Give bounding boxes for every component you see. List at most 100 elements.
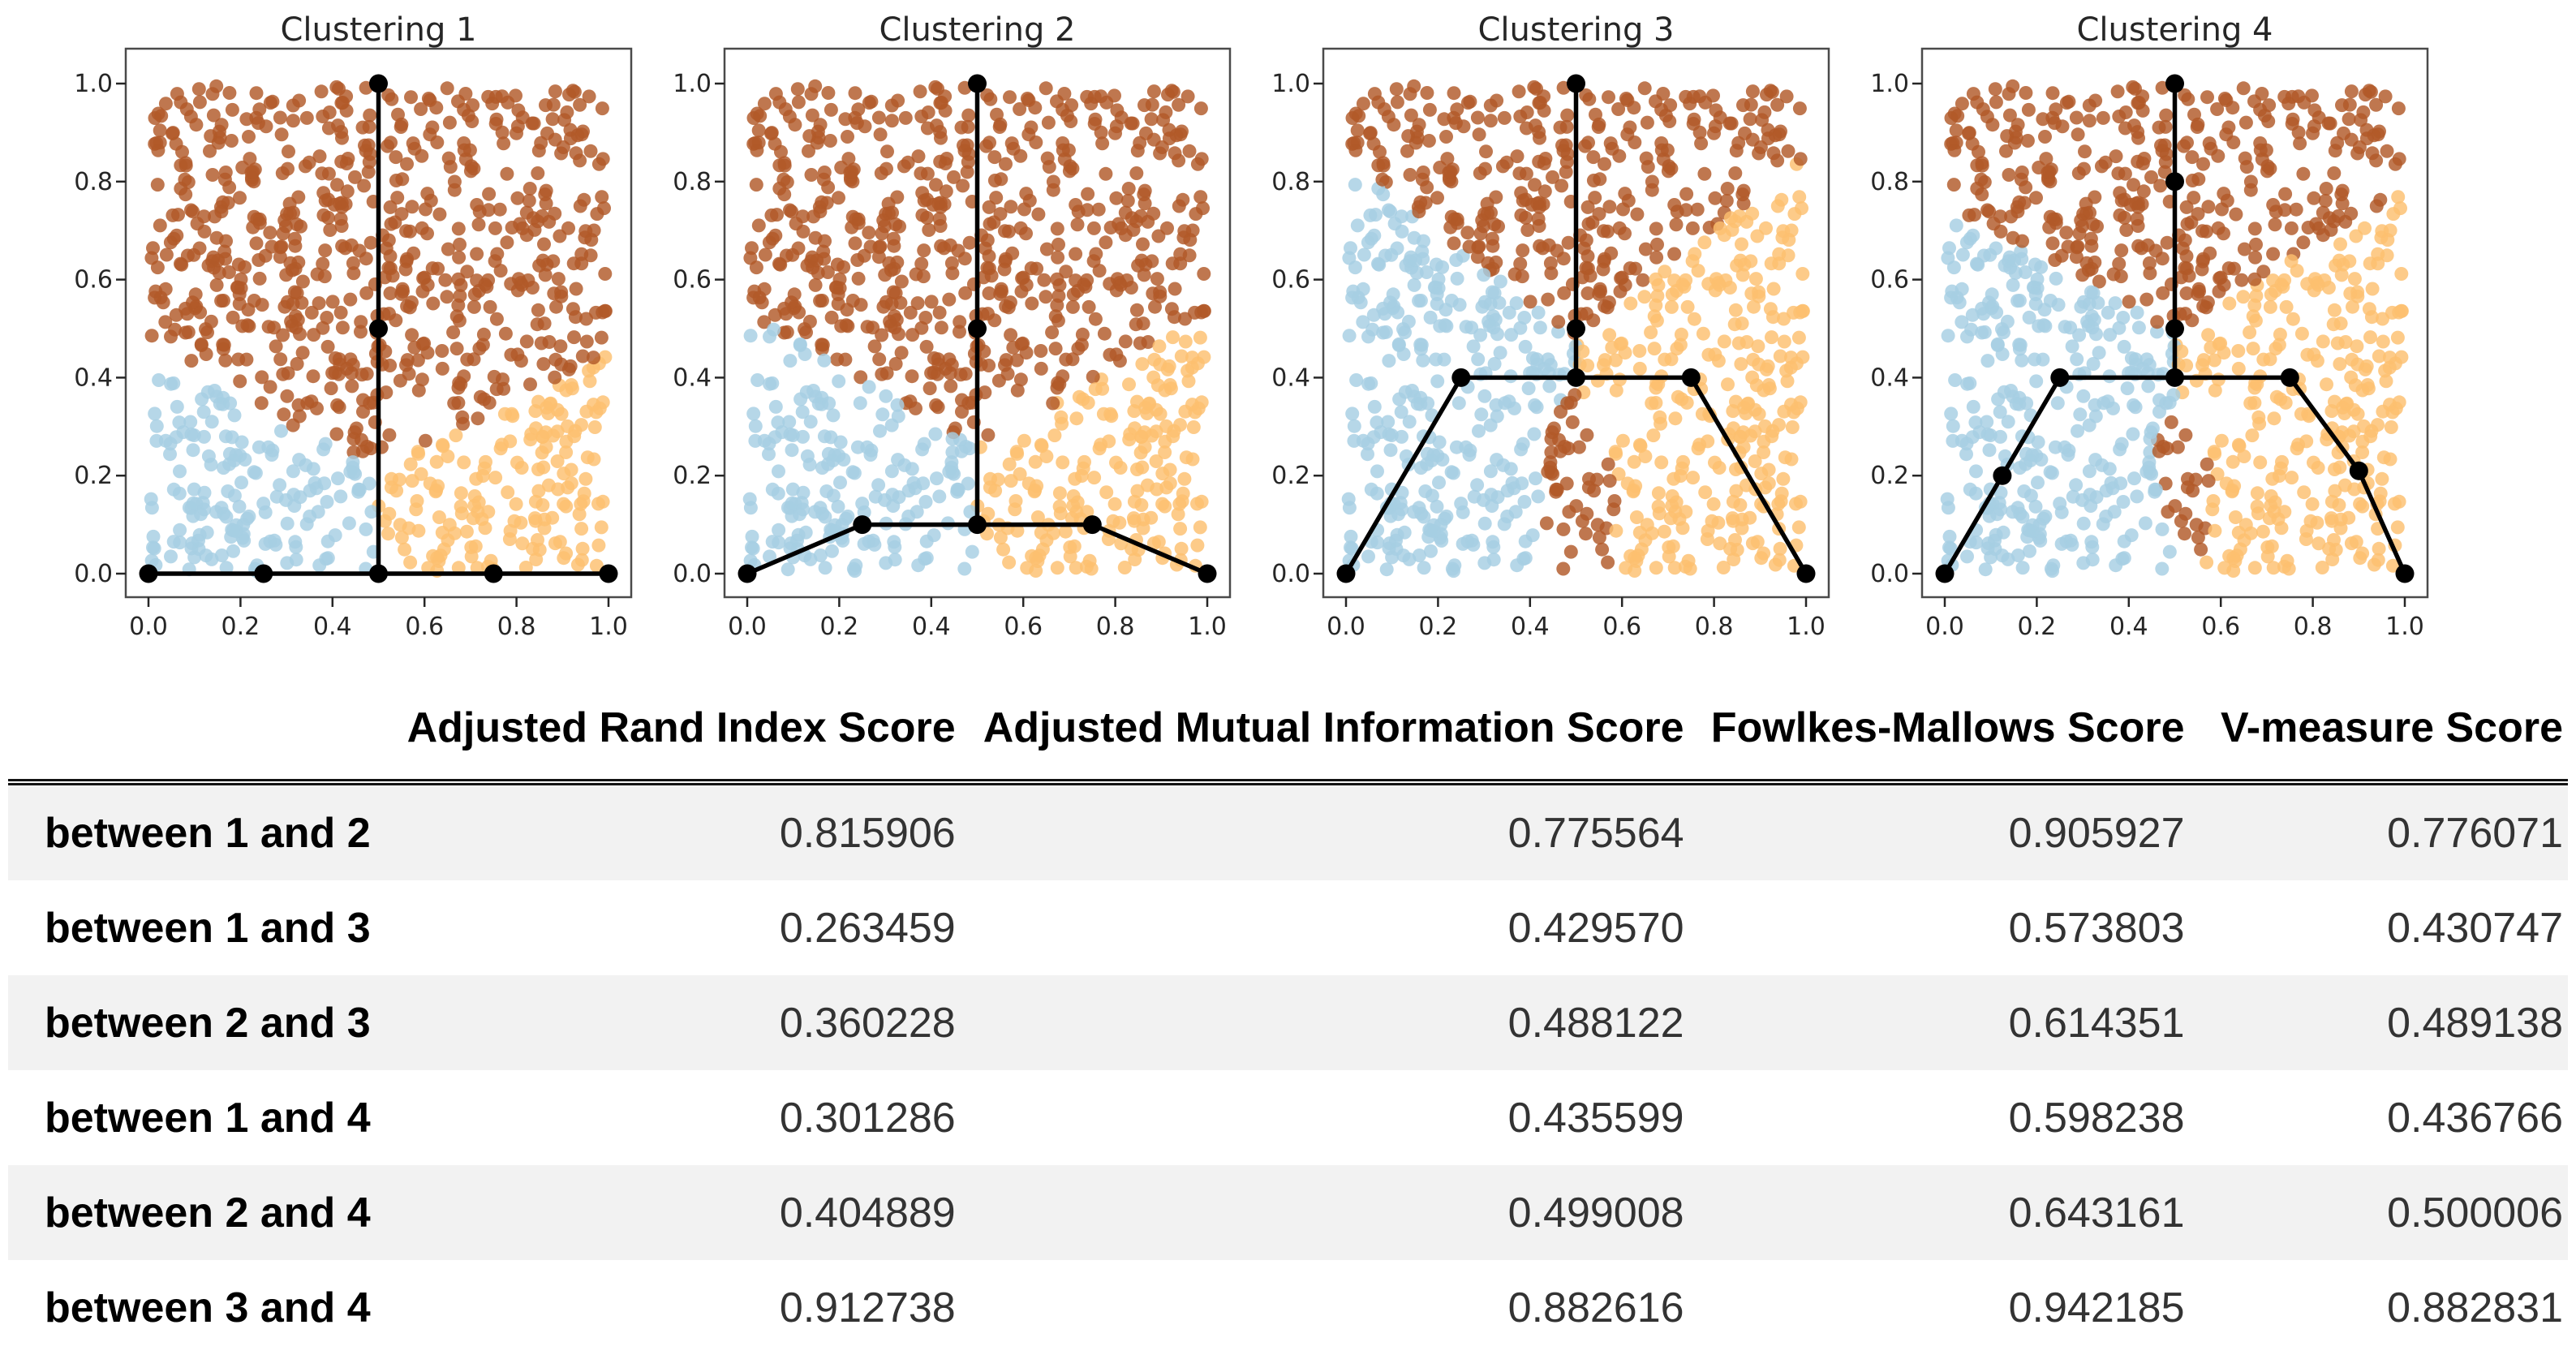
table-row: between 2 and 3 0.360228 0.488122 0.614351 0… (8, 975, 2568, 1070)
score-value: 0.815906 (779, 809, 956, 857)
score-value: 0.912738 (779, 1284, 956, 1331)
x-tick-label: 0.0 (129, 613, 168, 641)
score-value: 0.882616 (1507, 1284, 1684, 1331)
x-tick-label: 0.2 (820, 613, 859, 641)
x-tick-label: 0.0 (1327, 613, 1365, 641)
tree-node (599, 564, 618, 583)
tree-node (2280, 368, 2299, 387)
score-value: 0.429570 (1507, 904, 1684, 952)
row-label: between 1 and 3 (45, 904, 371, 952)
score-value: 0.598238 (2008, 1094, 2185, 1142)
clustering-plot-2: 0.0 0.2 0.4 0.6 0.8 1.0 0.0 0.2 0.4 0.6 0.8 1.0 Clus… (673, 11, 1232, 641)
score-value: 0.263459 (779, 904, 956, 952)
tree-node (254, 564, 273, 583)
y-tick-label: 0.0 (1271, 560, 1310, 588)
y-tick-label: 0.4 (74, 363, 113, 392)
tree-node (2165, 74, 2184, 93)
header-cell-4: V-measure Score (2189, 680, 2568, 785)
y-tick-label: 1.0 (74, 70, 113, 98)
tree-node (1082, 515, 1102, 535)
y-tick-label: 0.6 (1271, 266, 1310, 295)
y-tick-label: 0.2 (74, 462, 113, 490)
row-label: between 3 and 4 (45, 1284, 371, 1331)
y-tick-label: 0.8 (74, 168, 113, 196)
score-value: 0.360228 (779, 999, 956, 1047)
plot-title: Clustering 3 (1478, 11, 1675, 49)
x-tick-label: 0.4 (2109, 613, 2148, 641)
y-tick-label: 0.6 (673, 266, 712, 295)
tree-overlay (738, 74, 1217, 583)
x-tick-label: 1.0 (1188, 613, 1227, 641)
score-value: 0.500006 (2387, 1189, 2563, 1237)
y-tick-label: 0.8 (1271, 168, 1310, 196)
tree-node (1993, 466, 2012, 485)
tree-node (738, 564, 757, 583)
y-axis: 0.0 0.2 0.4 0.6 0.8 1.0 (673, 70, 725, 588)
y-tick-label: 0.4 (673, 363, 712, 392)
table-row: between 1 and 4 0.301286 0.435599 0.598238 0… (8, 1070, 2568, 1165)
header-cell-blank (8, 680, 383, 785)
x-tick-label: 0.8 (2294, 613, 2333, 641)
tree-node (484, 564, 503, 583)
x-tick-label: 0.2 (2018, 613, 2057, 641)
x-tick-label: 0.8 (497, 613, 536, 641)
tree-node (2349, 461, 2368, 480)
y-tick-label: 0.2 (1271, 462, 1310, 490)
x-axis: 0.0 0.2 0.4 0.6 0.8 1.0 (1327, 597, 1826, 641)
header-cell-2: Adjusted Mutual Information Score (960, 680, 1689, 785)
x-tick-label: 1.0 (589, 613, 628, 641)
scatter-points (1940, 79, 2409, 579)
y-axis: 0.0 0.2 0.4 0.6 0.8 1.0 (1870, 70, 1922, 588)
score-value: 0.436766 (2387, 1094, 2563, 1142)
clustering-plot-4: 0.0 0.2 0.4 0.6 0.8 1.0 0.0 0.2 0.4 0.6 0.8 1.0 Clus… (1870, 11, 2429, 641)
x-tick-label: 0.8 (1695, 613, 1734, 641)
table-row: between 1 and 3 0.263459 0.429570 0.573803 0… (8, 880, 2568, 975)
clustering-figure-svg: 0.0 0.2 0.4 0.6 0.8 1.0 0.0 0.2 0.4 0.6 0.8 1.0 Clus… (74, 11, 2429, 641)
score-value: 0.643161 (2008, 1189, 2185, 1237)
y-tick-label: 0.2 (673, 462, 712, 490)
y-tick-label: 0.2 (1870, 462, 1909, 490)
y-tick-label: 1.0 (1271, 70, 1310, 98)
header-row: Adjusted Rand Index Score Adjusted Mutual… (8, 680, 2568, 785)
tree-node (2395, 564, 2415, 583)
tree-node (1198, 564, 1217, 583)
clustering-plot-1: 0.0 0.2 0.4 0.6 0.8 1.0 0.0 0.2 0.4 0.6 0.8 1.0 Clus… (74, 11, 633, 641)
tree-node (1567, 368, 1585, 387)
x-tick-label: 1.0 (1787, 613, 1826, 641)
tree-node (369, 74, 388, 93)
x-tick-label: 0.2 (1419, 613, 1458, 641)
tree-node (1796, 564, 1816, 583)
score-value: 0.942185 (2008, 1284, 2185, 1331)
x-axis: 0.0 0.2 0.4 0.6 0.8 1.0 (129, 597, 628, 641)
x-tick-label: 0.4 (1511, 613, 1550, 641)
tree-overlay (1935, 74, 2415, 583)
x-tick-label: 0.4 (912, 613, 951, 641)
tree-node (369, 319, 388, 338)
tree-node (1567, 74, 1585, 93)
x-tick-label: 1.0 (2385, 613, 2424, 641)
tree-node (1681, 368, 1701, 387)
x-tick-label: 0.6 (2201, 613, 2240, 641)
row-label: between 2 and 3 (45, 999, 371, 1047)
y-axis: 0.0 0.2 0.4 0.6 0.8 1.0 (1271, 70, 1323, 588)
tree-node (968, 319, 987, 338)
tree-node (968, 74, 987, 93)
scatter-points (144, 79, 613, 579)
score-value: 0.882831 (2387, 1284, 2563, 1331)
scores-table-header: Adjusted Rand Index Score Adjusted Mutual… (8, 680, 2568, 785)
score-value: 0.488122 (1507, 999, 1684, 1047)
tree-overlay (139, 74, 618, 583)
score-value: 0.776071 (2387, 809, 2563, 857)
table-row: between 2 and 4 0.404889 0.499008 0.643161 0… (8, 1165, 2568, 1260)
header-cell-3: Fowlkes-Mallows Score (1688, 680, 2190, 785)
tree-node (853, 515, 872, 535)
clustering-figure: 0.0 0.2 0.4 0.6 0.8 1.0 0.0 0.2 0.4 0.6 0.8 1.0 Clus… (0, 0, 2576, 673)
y-tick-label: 0.8 (1870, 168, 1909, 196)
header-cell-1: Adjusted Rand Index Score (382, 680, 961, 785)
plot-title: Clustering 4 (2077, 11, 2273, 49)
score-value: 0.573803 (2008, 904, 2185, 952)
tree-node (139, 564, 158, 583)
tree-overlay (1336, 74, 1816, 583)
tree-node (1451, 368, 1471, 387)
tree-node (968, 515, 987, 535)
